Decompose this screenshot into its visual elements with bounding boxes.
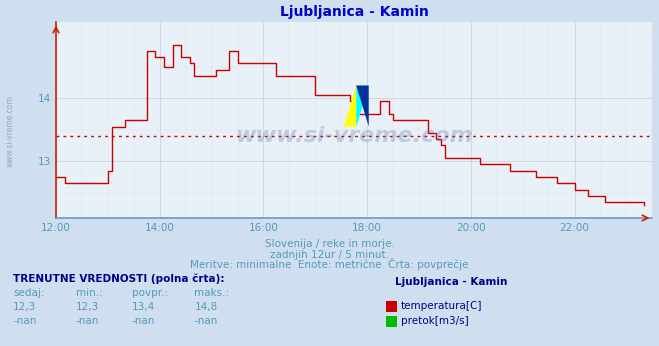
Title: Ljubljanica - Kamin: Ljubljanica - Kamin (280, 4, 428, 19)
Text: -nan: -nan (194, 316, 217, 326)
Text: povpr.:: povpr.: (132, 288, 168, 298)
Text: min.:: min.: (76, 288, 103, 298)
Text: 12,3: 12,3 (13, 302, 36, 312)
Text: 12,3: 12,3 (76, 302, 99, 312)
Text: pretok[m3/s]: pretok[m3/s] (401, 316, 469, 326)
Text: temperatura[C]: temperatura[C] (401, 301, 482, 311)
Text: maks.:: maks.: (194, 288, 229, 298)
Text: -nan: -nan (76, 316, 99, 326)
Text: 13,4: 13,4 (132, 302, 155, 312)
Polygon shape (357, 85, 369, 127)
Text: zadnjih 12ur / 5 minut.: zadnjih 12ur / 5 minut. (270, 250, 389, 260)
Text: www.si-vreme.com: www.si-vreme.com (235, 126, 473, 146)
Polygon shape (344, 85, 357, 127)
Text: -nan: -nan (132, 316, 155, 326)
Text: -nan: -nan (13, 316, 36, 326)
Text: Ljubljanica - Kamin: Ljubljanica - Kamin (395, 277, 508, 288)
Text: Meritve: minimalne  Enote: metrične  Črta: povprečje: Meritve: minimalne Enote: metrične Črta:… (190, 258, 469, 270)
Text: www.si-vreme.com: www.si-vreme.com (5, 95, 14, 167)
Text: sedaj:: sedaj: (13, 288, 45, 298)
Polygon shape (357, 85, 369, 127)
Text: TRENUTNE VREDNOSTI (polna črta):: TRENUTNE VREDNOSTI (polna črta): (13, 273, 225, 284)
Text: 14,8: 14,8 (194, 302, 217, 312)
Text: Slovenija / reke in morje.: Slovenija / reke in morje. (264, 239, 395, 249)
